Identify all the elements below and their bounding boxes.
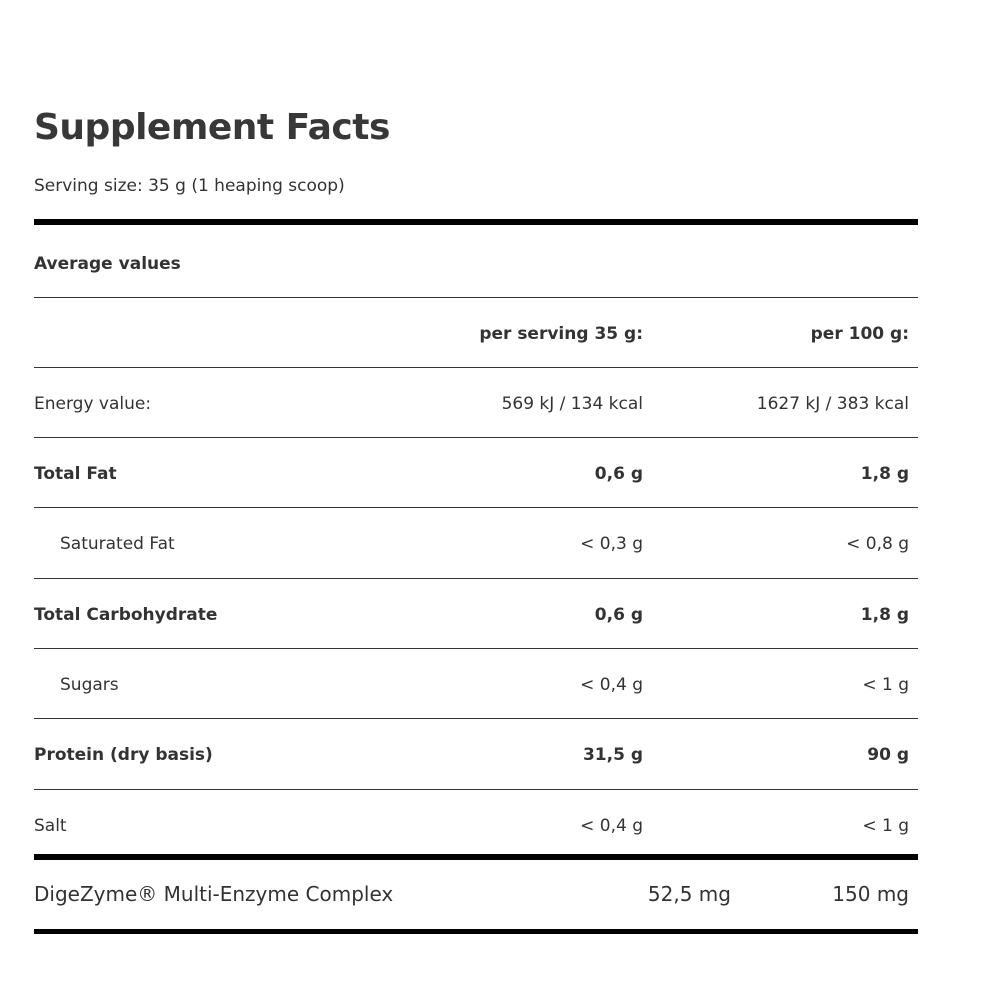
row-value-100g-protein: 90 g <box>867 745 909 765</box>
row-label-total-carbohydrate: Total Carbohydrate <box>34 605 218 625</box>
divider <box>34 578 918 579</box>
divider <box>34 789 918 790</box>
row-value-100g-total-carbohydrate: 1,8 g <box>860 605 909 625</box>
divider-thick <box>34 929 918 934</box>
divider <box>34 718 918 719</box>
average-values-heading: Average values <box>34 254 181 274</box>
row-label-saturated-fat: Saturated Fat <box>60 534 175 554</box>
row-value-serving-total-fat: 0,6 g <box>594 464 643 484</box>
divider-thick <box>34 854 918 860</box>
page-title: Supplement Facts <box>34 107 390 148</box>
divider <box>34 367 918 368</box>
row-value-serving-salt: < 0,4 g <box>580 816 643 836</box>
row-value-100g-energy: 1627 kJ / 383 kcal <box>756 394 909 414</box>
row-value-100g-sugars: < 1 g <box>862 675 909 695</box>
header-per-serving: per serving 35 g: <box>479 324 643 344</box>
serving-size: Serving size: 35 g (1 heaping scoop) <box>34 176 345 196</box>
divider-thick <box>34 219 918 225</box>
row-label-protein: Protein (dry basis) <box>34 745 213 765</box>
row-value-100g-salt: < 1 g <box>862 816 909 836</box>
row-value-100g-digezyme: 150 mg <box>832 882 909 906</box>
row-label-energy: Energy value: <box>34 394 152 414</box>
row-value-100g-total-fat: 1,8 g <box>860 464 909 484</box>
row-label-sugars: Sugars <box>60 675 119 695</box>
row-value-serving-protein: 31,5 g <box>582 745 643 765</box>
row-label-salt: Salt <box>34 816 67 836</box>
divider <box>34 297 918 298</box>
row-value-100g-saturated-fat: < 0,8 g <box>846 534 909 554</box>
row-label-digezyme: DigeZyme® Multi-Enzyme Complex <box>34 882 394 906</box>
row-value-serving-saturated-fat: < 0,3 g <box>580 534 643 554</box>
row-value-serving-digezyme: 52,5 mg <box>647 882 731 906</box>
row-label-total-fat: Total Fat <box>34 464 117 484</box>
row-value-serving-total-carbohydrate: 0,6 g <box>594 605 643 625</box>
divider <box>34 437 918 438</box>
row-value-serving-sugars: < 0,4 g <box>580 675 643 695</box>
divider <box>34 507 918 508</box>
row-value-serving-energy: 569 kJ / 134 kcal <box>501 394 643 414</box>
header-per-100g: per 100 g: <box>810 324 909 344</box>
divider <box>34 648 918 649</box>
